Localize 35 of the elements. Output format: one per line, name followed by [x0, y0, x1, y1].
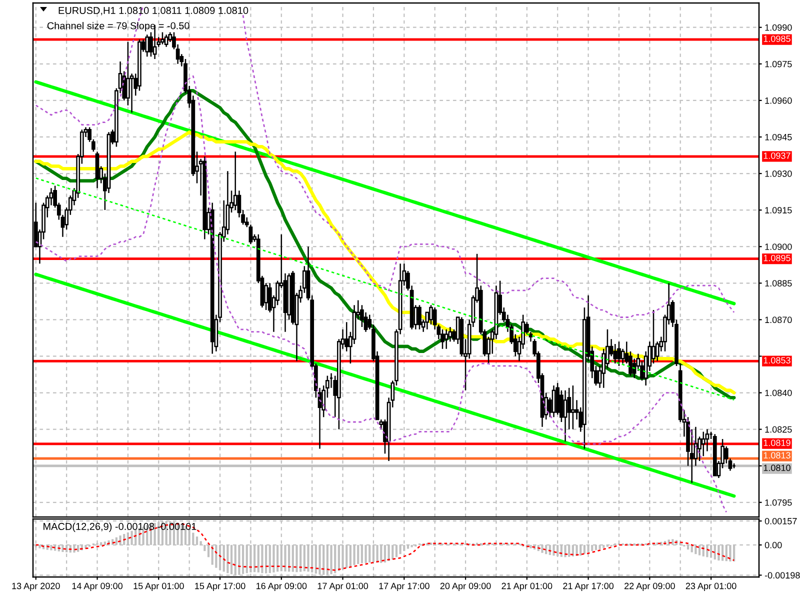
- y-tick-label: 0.00: [764, 542, 782, 548]
- y-tick-label: 1.0840: [765, 390, 792, 396]
- y-tick-label: 0.00157: [764, 518, 797, 524]
- x-tick-label: 13 Apr 2020: [12, 582, 60, 591]
- x-tick-label: 17 Apr 17:00: [379, 582, 430, 591]
- y-tick-label: -0.00198: [764, 572, 800, 579]
- y-tick-label: 1.0975: [765, 60, 792, 68]
- y-tick-label: 1.0990: [765, 24, 792, 31]
- y-tick-label: 1.0915: [765, 207, 792, 214]
- ref-line-label: 1.0853: [764, 357, 790, 364]
- y-tick-label: 1.0870: [765, 316, 792, 324]
- x-tick-label: 15 Apr 17:00: [195, 582, 246, 591]
- x-tick-label: 14 Apr 09:00: [72, 582, 123, 591]
- x-tick-label: 22 Apr 09:00: [624, 582, 675, 591]
- x-tick-label: 20 Apr 09:00: [440, 582, 491, 591]
- y-tick-label: 1.0960: [765, 97, 792, 104]
- x-tick-label: 21 Apr 17:00: [563, 582, 614, 591]
- ref-line-label: 1.0813: [764, 452, 790, 459]
- chart-title: EURUSD,H1 1.0810 1.0811 1.0809 1.0810: [58, 6, 248, 16]
- ref-line-label: 1.0937: [764, 152, 790, 159]
- ref-line-label: 1.0819: [764, 440, 790, 446]
- y-tick-label: 1.0825: [765, 426, 792, 433]
- y-tick-label: 1.0795: [765, 499, 792, 506]
- x-tick-label: 17 Apr 01:00: [318, 582, 368, 591]
- y-tick-label: 1.0900: [765, 244, 792, 250]
- ref-line-label: 1.0895: [764, 254, 790, 262]
- x-tick-label: 23 Apr 01:00: [686, 582, 736, 591]
- ref-line-label: 1.0985: [764, 36, 790, 42]
- x-tick-label: 21 Apr 01:00: [502, 582, 552, 591]
- ref-line-label: 1.0810: [764, 464, 790, 472]
- y-tick-label: 1.0885: [765, 280, 792, 286]
- x-tick-label: 16 Apr 09:00: [256, 582, 307, 591]
- y-tick-label: 1.0930: [765, 170, 792, 177]
- x-tick-label: 15 Apr 01:00: [134, 582, 184, 591]
- y-tick-label: 1.0945: [765, 134, 792, 140]
